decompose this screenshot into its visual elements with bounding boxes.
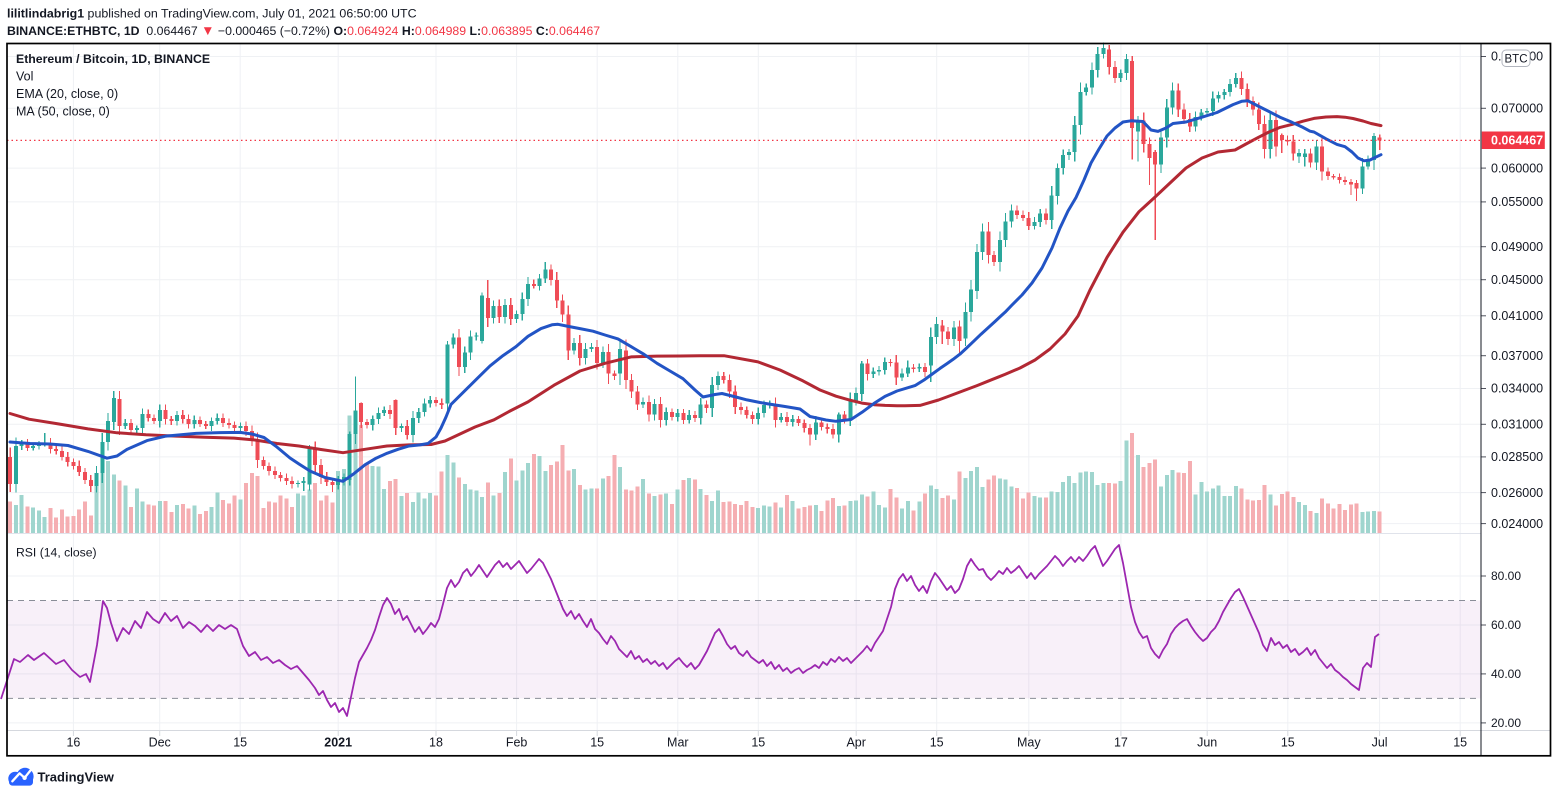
svg-text:16: 16	[66, 736, 80, 750]
svg-text:0.024000: 0.024000	[1491, 517, 1543, 531]
svg-text:80.00: 80.00	[1491, 569, 1521, 583]
svg-text:15: 15	[1453, 736, 1467, 750]
svg-text:15: 15	[751, 736, 765, 750]
svg-text:18: 18	[429, 736, 443, 750]
svg-text:60.00: 60.00	[1491, 618, 1521, 632]
svg-text:0.055000: 0.055000	[1491, 195, 1543, 209]
svg-text:20.00: 20.00	[1491, 716, 1521, 730]
svg-text:Feb: Feb	[506, 736, 528, 750]
svg-text:Jun: Jun	[1197, 736, 1217, 750]
svg-text:Mar: Mar	[667, 736, 689, 750]
svg-text:lilitlindabrig1 published on T: lilitlindabrig1 published on TradingView…	[7, 7, 417, 21]
svg-text:17: 17	[1114, 736, 1128, 750]
svg-text:15: 15	[930, 736, 944, 750]
svg-text:40.00: 40.00	[1491, 667, 1521, 681]
svg-text:May: May	[1017, 736, 1041, 750]
svg-text:0.064467: 0.064467	[1491, 134, 1543, 148]
svg-text:0.049000: 0.049000	[1491, 240, 1543, 254]
svg-text:Ethereum / Bitcoin, 1D, BINANC: Ethereum / Bitcoin, 1D, BINANCE	[16, 52, 210, 66]
svg-text:0.060000: 0.060000	[1491, 161, 1543, 175]
svg-text:0.028500: 0.028500	[1491, 450, 1543, 464]
svg-text:0.041000: 0.041000	[1491, 309, 1543, 323]
svg-text:15: 15	[590, 736, 604, 750]
svg-text:2021: 2021	[324, 736, 352, 750]
svg-text:EMA (20, close, 0): EMA (20, close, 0)	[16, 87, 118, 101]
svg-text:0.045000: 0.045000	[1491, 273, 1543, 287]
svg-text:BINANCE:ETHBTC, 1D 0.064467 ▼: BINANCE:ETHBTC, 1D 0.064467 ▼ −0.000465 …	[7, 23, 600, 38]
svg-text:15: 15	[233, 736, 247, 750]
svg-text:Apr: Apr	[846, 736, 865, 750]
svg-text:0.037000: 0.037000	[1491, 349, 1543, 363]
svg-text:RSI (14, close): RSI (14, close)	[16, 546, 97, 560]
svg-text:Jul: Jul	[1372, 736, 1388, 750]
svg-text:0.026000: 0.026000	[1491, 486, 1543, 500]
svg-text:MA (50, close, 0): MA (50, close, 0)	[16, 105, 110, 119]
svg-text:0.070000: 0.070000	[1491, 102, 1543, 116]
svg-text:TradingView: TradingView	[38, 770, 115, 785]
svg-text:15: 15	[1281, 736, 1295, 750]
svg-text:0.031000: 0.031000	[1491, 418, 1543, 432]
svg-text:0.034000: 0.034000	[1491, 382, 1543, 396]
svg-text:BTC: BTC	[1505, 53, 1528, 65]
svg-text:Vol: Vol	[16, 70, 33, 84]
svg-text:Dec: Dec	[149, 736, 171, 750]
